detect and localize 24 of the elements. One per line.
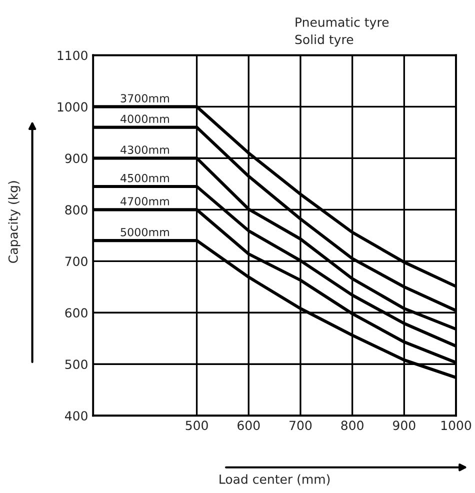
series-label: 4000mm	[120, 114, 169, 124]
y-axis-title: Capacity (kg)	[8, 181, 20, 263]
x-tick-label: 500	[186, 420, 208, 430]
x-tick-label: 600	[238, 420, 260, 430]
text: Solid tyre	[295, 34, 354, 47]
text: Pneumatic tyre	[296, 17, 389, 30]
y-tick-label: 800	[65, 205, 88, 215]
series-label: 3700mm	[120, 94, 169, 102]
series-label: 4300mm	[120, 146, 169, 154]
x-axis-title: Load center (mm)	[220, 474, 330, 486]
x-tick-label: 800	[341, 420, 364, 430]
y-tick-label: 1000	[58, 102, 88, 112]
y-tick-label: 900	[65, 154, 88, 164]
y-tick-label: 600	[65, 308, 88, 318]
x-tick-label: 900	[393, 420, 416, 430]
y-tick-label: 1100	[58, 50, 88, 60]
x-tick-label: 700	[290, 420, 312, 430]
series-label: 4700mm	[120, 197, 169, 206]
y-tick-label: 500	[65, 360, 88, 370]
y-tick-label: 400	[64, 411, 88, 421]
series-label: 4500mm	[120, 174, 169, 182]
x-tick-label: 1000	[441, 420, 472, 430]
y-tick-label: 700	[65, 256, 88, 266]
series-label: 5000mm	[120, 228, 169, 236]
